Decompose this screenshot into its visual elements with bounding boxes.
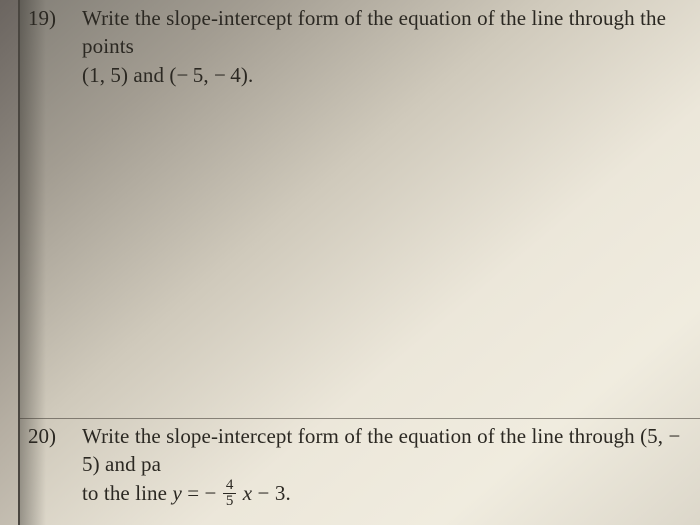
- divider: [20, 418, 700, 419]
- text-line: Write the slope-intercept form of the eq…: [82, 4, 692, 61]
- fraction-numerator: 4: [223, 478, 237, 494]
- problem-19: 19) Write the slope-intercept form of th…: [20, 4, 700, 89]
- problem-text: Write the slope-intercept form of the eq…: [82, 422, 692, 510]
- worksheet-page: 19) Write the slope-intercept form of th…: [18, 0, 700, 525]
- problem-number: 19): [28, 4, 78, 31]
- problem-20: 20) Write the slope-intercept form of th…: [20, 422, 700, 510]
- text-frag: x − 3.: [243, 481, 291, 505]
- problem-number: 20): [28, 422, 78, 449]
- fraction-denominator: 5: [223, 494, 237, 509]
- text-frag: to the line y = −: [82, 481, 216, 505]
- fraction: 4 5: [223, 478, 237, 509]
- text-line: to the line y = − 4 5 x − 3.: [82, 479, 692, 511]
- text-line: Write the slope-intercept form of the eq…: [82, 422, 692, 479]
- text-line: (1, 5) and (− 5, − 4).: [82, 61, 692, 89]
- problem-text: Write the slope-intercept form of the eq…: [82, 4, 692, 89]
